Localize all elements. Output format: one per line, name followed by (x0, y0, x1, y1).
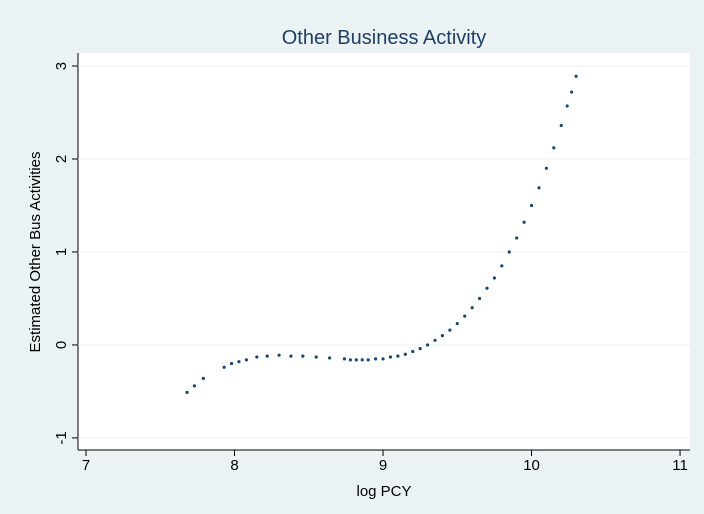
point (529, 203, 534, 208)
point (574, 74, 578, 78)
point (492, 276, 497, 280)
point (559, 123, 563, 128)
point (301, 354, 305, 358)
y-axis-label: Estimated Other Bus Activities (27, 152, 44, 353)
point (425, 343, 430, 347)
point (485, 286, 489, 290)
point (440, 334, 445, 338)
point (229, 361, 234, 366)
point (455, 321, 459, 326)
point (570, 90, 574, 94)
point (552, 146, 556, 150)
point (565, 104, 569, 108)
point (255, 355, 259, 359)
point (388, 355, 393, 359)
point (192, 384, 197, 388)
y-tick-label: 2 (53, 155, 70, 163)
point (366, 358, 370, 362)
point (411, 349, 415, 354)
point (515, 236, 519, 240)
point (470, 306, 474, 310)
point (544, 166, 548, 170)
y-tick-label: 3 (53, 62, 70, 70)
y-tick-label: 1 (53, 248, 70, 256)
point (360, 358, 364, 362)
point (327, 356, 332, 360)
x-axis-label: log PCY (356, 483, 411, 500)
x-tick-label: 11 (672, 457, 688, 474)
point (289, 354, 293, 358)
point (448, 328, 452, 332)
point (201, 376, 205, 381)
point (537, 186, 541, 190)
chart-title: Other Business Activity (282, 27, 487, 49)
y-tick-label: 0 (53, 341, 70, 349)
point (433, 338, 437, 342)
point (403, 352, 407, 356)
point (374, 357, 378, 361)
point (418, 347, 422, 351)
point (185, 390, 189, 394)
point (222, 365, 226, 369)
x-tick-label: 9 (379, 457, 387, 474)
point (342, 357, 347, 361)
point (277, 353, 281, 357)
x-tick-label: 10 (523, 457, 540, 474)
point (348, 358, 352, 362)
point (314, 355, 318, 359)
point (265, 354, 269, 358)
point (244, 358, 249, 362)
point (477, 296, 482, 301)
point (396, 354, 400, 358)
point (507, 250, 511, 254)
point (463, 314, 467, 318)
point (381, 357, 385, 361)
y-tick-label: -1 (53, 431, 70, 444)
point (500, 264, 504, 268)
point (237, 360, 241, 364)
x-tick-label: 8 (230, 457, 238, 474)
x-tick-label: 7 (82, 457, 90, 474)
point (522, 220, 526, 224)
point (354, 358, 358, 362)
